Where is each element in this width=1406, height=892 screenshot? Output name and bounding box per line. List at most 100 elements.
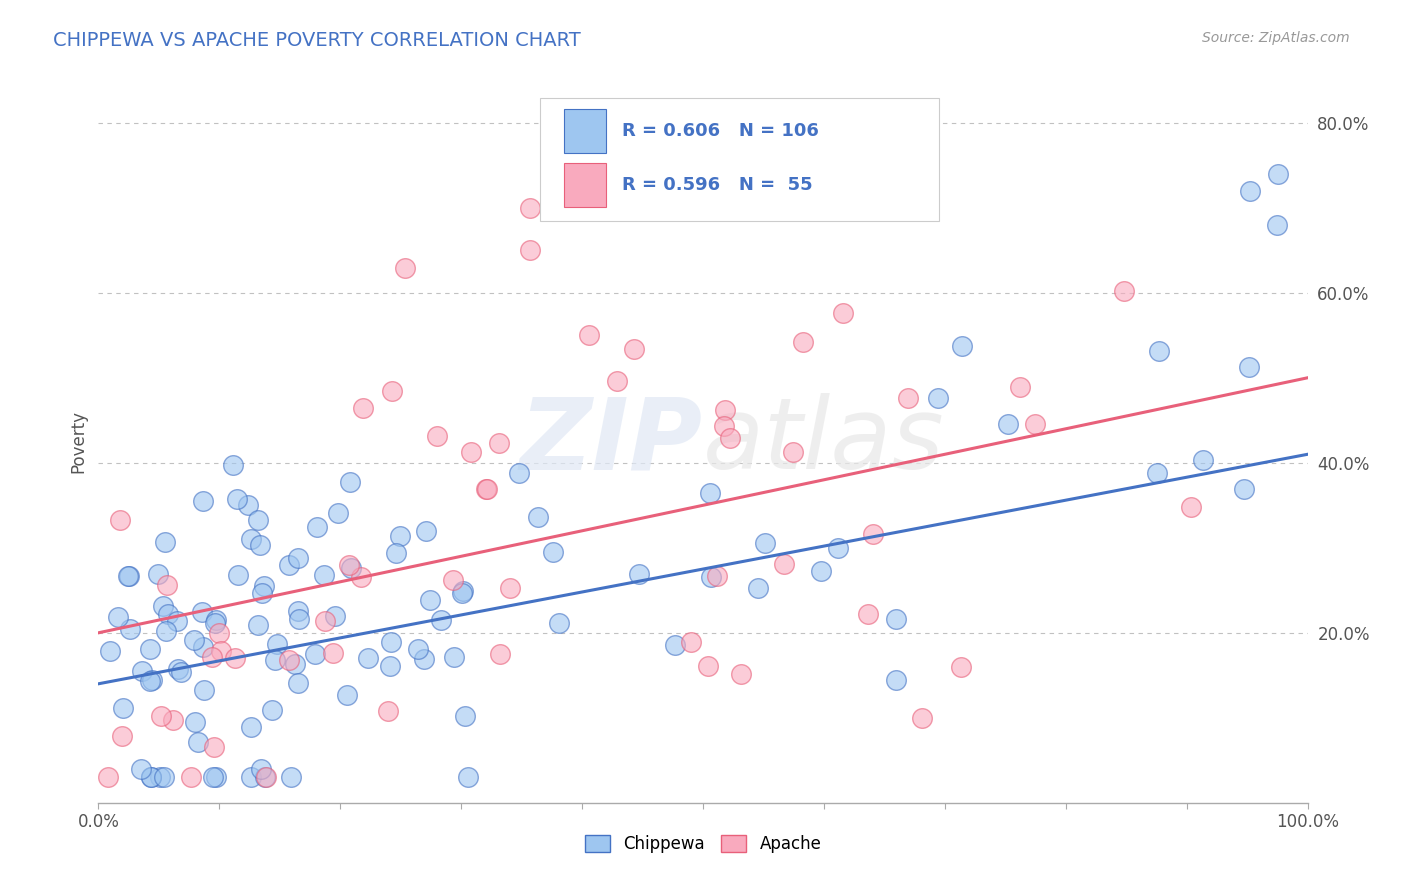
Point: [627, 566, 650, 581]
Point: [884, 673, 907, 687]
Point: [792, 334, 814, 349]
Point: [201, 650, 224, 665]
Point: [773, 557, 796, 571]
Point: [700, 570, 723, 584]
Point: [337, 558, 360, 573]
Point: [323, 608, 346, 623]
Text: atlas: atlas: [703, 393, 945, 490]
Point: [862, 527, 884, 541]
Point: [155, 624, 177, 638]
Point: [266, 637, 288, 651]
Point: [706, 569, 728, 583]
Point: [578, 328, 600, 343]
Point: [304, 647, 326, 661]
Point: [236, 498, 259, 512]
Point: [193, 640, 215, 654]
Point: [239, 533, 262, 547]
Point: [385, 546, 408, 560]
Point: [394, 261, 416, 276]
Point: [718, 431, 741, 445]
Point: [152, 770, 174, 784]
Point: [254, 770, 277, 784]
Point: [204, 615, 226, 630]
Point: [139, 641, 162, 656]
Point: [111, 701, 134, 715]
Point: [141, 673, 163, 687]
Point: [714, 403, 737, 417]
Point: [454, 709, 477, 723]
Point: [141, 770, 163, 784]
Point: [326, 506, 349, 520]
Point: [527, 509, 550, 524]
Point: [389, 529, 412, 543]
Point: [430, 613, 453, 627]
Legend: Chippewa, Apache: Chippewa, Apache: [578, 828, 828, 860]
Point: [1114, 284, 1136, 298]
Point: [477, 482, 499, 496]
Point: [1191, 453, 1213, 467]
Point: [950, 339, 973, 353]
Point: [193, 683, 215, 698]
Point: [699, 486, 721, 500]
Point: [1147, 343, 1170, 358]
Point: [1024, 417, 1046, 432]
Bar: [564, 163, 606, 207]
Point: [191, 605, 214, 619]
Point: [408, 641, 430, 656]
Point: [664, 638, 686, 652]
Point: [827, 541, 849, 555]
Point: [747, 581, 769, 595]
Bar: [564, 109, 606, 153]
Point: [415, 524, 437, 539]
Point: [278, 558, 301, 572]
Point: [191, 494, 214, 508]
Point: [1237, 360, 1260, 375]
Point: [451, 585, 474, 599]
Point: [139, 674, 162, 689]
Point: [950, 660, 973, 674]
Point: [380, 659, 402, 673]
Point: [547, 615, 569, 630]
Text: R = 0.606   N = 106: R = 0.606 N = 106: [621, 122, 818, 140]
Point: [997, 417, 1019, 431]
Point: [856, 607, 879, 621]
Text: R = 0.596   N =  55: R = 0.596 N = 55: [621, 176, 813, 194]
Point: [149, 770, 172, 784]
Point: [204, 613, 226, 627]
Point: [1180, 500, 1202, 515]
Point: [117, 569, 139, 583]
Point: [1267, 218, 1289, 232]
Point: [1267, 167, 1289, 181]
Point: [457, 770, 479, 784]
Point: [679, 634, 702, 648]
Point: [156, 607, 179, 621]
Point: [810, 564, 832, 578]
Point: [451, 584, 474, 599]
Point: [339, 475, 361, 489]
Point: [224, 651, 246, 665]
Point: [305, 519, 328, 533]
Point: [782, 444, 804, 458]
Point: [697, 659, 720, 673]
Point: [253, 579, 276, 593]
Point: [336, 688, 359, 702]
Point: [226, 492, 249, 507]
Point: [419, 593, 441, 607]
Point: [149, 709, 172, 723]
Point: [519, 244, 541, 258]
Point: [340, 560, 363, 574]
Point: [287, 604, 309, 618]
Point: [350, 570, 373, 584]
Point: [489, 647, 512, 661]
Point: [832, 306, 855, 320]
Point: [221, 458, 243, 472]
Point: [754, 535, 776, 549]
Point: [204, 770, 226, 784]
Point: [209, 644, 232, 658]
Point: [623, 342, 645, 356]
Point: [377, 705, 399, 719]
Point: [280, 770, 302, 784]
Point: [208, 626, 231, 640]
Point: [1239, 184, 1261, 198]
Point: [226, 568, 249, 582]
